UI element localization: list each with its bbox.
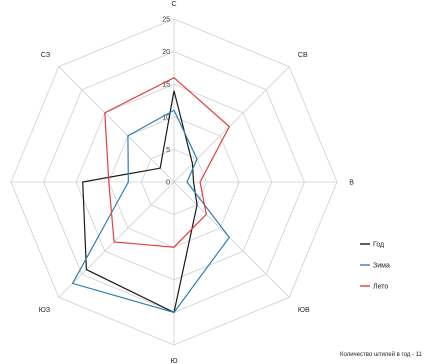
- grid-spoke: [58, 66, 175, 183]
- series-lines: [71, 76, 231, 314]
- axis-label: СЗ: [41, 52, 50, 59]
- legend: Год Зима Лето: [360, 242, 390, 291]
- radial-tick-labels: 0 5 10 15 20 25: [162, 17, 170, 187]
- grid-spoke: [173, 181, 290, 298]
- axis-label: ЮЗ: [39, 307, 50, 314]
- axis-label: Ю: [170, 358, 177, 364]
- series-line: [104, 76, 231, 248]
- grid-spoke: [58, 181, 175, 298]
- axis-label: ЮВ: [298, 307, 310, 314]
- tick-label: 20: [162, 49, 170, 56]
- legend-label: Год: [373, 242, 384, 249]
- tick-label: 10: [162, 114, 170, 121]
- tick-label: 5: [166, 147, 170, 154]
- axis-label: В: [349, 180, 354, 187]
- series-line: [71, 109, 231, 314]
- axis-label: С: [171, 1, 176, 8]
- axis-labels: ССВВЮВЮЮЗЗСЗ: [39, 1, 354, 364]
- calm-count-footnote: Количество штилей в год - 11: [340, 351, 422, 358]
- tick-label: 15: [162, 82, 170, 89]
- legend-label: Зима: [373, 263, 390, 270]
- axis-label: СВ: [298, 52, 308, 59]
- legend-label: Лето: [373, 284, 388, 291]
- tick-label: 25: [162, 17, 170, 24]
- grid: [10, 18, 338, 346]
- grid-spoke: [173, 66, 290, 183]
- tick-label: 0: [166, 180, 170, 187]
